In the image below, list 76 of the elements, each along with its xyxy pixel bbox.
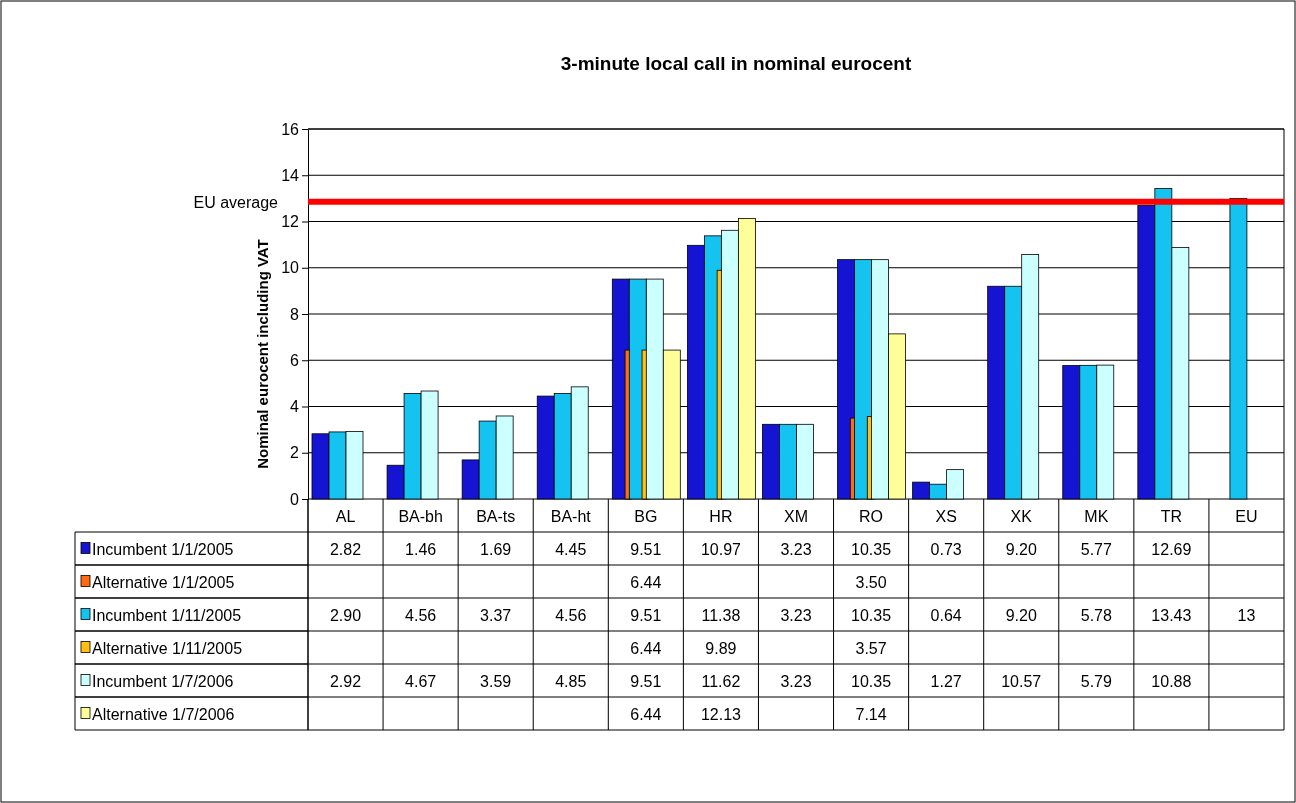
x-tick-label: BG <box>634 507 658 525</box>
data-label: 13 <box>1237 606 1256 624</box>
legend-label: Incumbent 1/7/2006 <box>92 672 234 690</box>
x-tick-label: BA-ht <box>550 507 592 525</box>
data-label: 1.46 <box>405 540 437 558</box>
x-tick-label: MK <box>1084 507 1109 525</box>
chart-title: 3-minute local call in nominal eurocent <box>560 53 912 74</box>
data-label: 6.44 <box>630 705 662 723</box>
data-label: 3.57 <box>855 639 887 657</box>
data-label: 0.73 <box>930 540 962 558</box>
legend-label: Alternative 1/1/2005 <box>92 573 235 591</box>
data-label: 4.67 <box>405 672 437 690</box>
y-axis-title: Nominal eurocent including VAT <box>254 239 271 469</box>
data-label: 10.35 <box>851 606 892 624</box>
data-label: 2.82 <box>329 540 362 558</box>
data-label: 10.57 <box>1001 672 1042 690</box>
y-tick-label: 6 <box>290 351 300 369</box>
data-label: 2.92 <box>329 672 362 690</box>
x-tick-label: EU <box>1235 507 1258 525</box>
data-label: 1.69 <box>480 540 512 558</box>
data-label: 3.50 <box>855 573 887 591</box>
x-tick-label: TR <box>1160 507 1183 525</box>
data-label: 0.64 <box>930 606 962 624</box>
y-tick-label: 12 <box>281 213 300 231</box>
y-tick-label: 10 <box>281 259 300 277</box>
legend-label: Incumbent 1/11/2005 <box>92 606 242 624</box>
data-label: 3.23 <box>780 540 812 558</box>
data-label: 3.59 <box>480 672 512 690</box>
y-tick-label: 2 <box>290 444 300 462</box>
data-label: 6.44 <box>630 573 662 591</box>
data-label: 10.88 <box>1151 672 1192 690</box>
y-tick-label: 0 <box>290 490 300 508</box>
data-label: 6.44 <box>630 639 662 657</box>
data-label: 5.77 <box>1080 540 1112 558</box>
x-tick-label: RO <box>859 507 884 525</box>
data-label: 12.69 <box>1151 540 1192 558</box>
data-label: 13.43 <box>1151 606 1192 624</box>
legend-label: Alternative 1/11/2005 <box>92 639 243 657</box>
data-label: 3.23 <box>780 672 812 690</box>
data-label: 10.35 <box>851 540 892 558</box>
data-label: 9.20 <box>1005 606 1037 624</box>
y-tick-label: 16 <box>281 120 300 138</box>
x-tick-label: XM <box>784 507 808 525</box>
x-tick-label: AL <box>335 507 356 525</box>
x-tick-label: XS <box>935 507 957 525</box>
data-label: 4.85 <box>555 672 587 690</box>
legend-label: Alternative 1/7/2006 <box>92 705 235 723</box>
y-tick-label: 8 <box>290 305 300 323</box>
x-tick-label: BA-ts <box>476 507 516 525</box>
data-label: 11.38 <box>701 606 741 624</box>
data-label: 3.37 <box>480 606 512 624</box>
legend-label: Incumbent 1/1/2005 <box>92 540 234 558</box>
data-label: 5.79 <box>1080 672 1112 690</box>
x-tick-label: HR <box>709 507 733 525</box>
data-label: 4.56 <box>405 606 437 624</box>
data-label: 7.14 <box>855 705 887 723</box>
x-tick-label: BA-bh <box>398 507 443 525</box>
data-label: 9.51 <box>630 540 662 558</box>
data-label: 4.56 <box>555 606 587 624</box>
data-label: 10.35 <box>851 672 892 690</box>
data-label: 9.20 <box>1005 540 1037 558</box>
ref-line-label: EU average <box>193 193 279 211</box>
data-label: 12.13 <box>700 705 742 723</box>
data-label: 4.45 <box>555 540 587 558</box>
data-label: 5.78 <box>1080 606 1112 624</box>
data-label: 9.89 <box>705 639 737 657</box>
data-label: 3.23 <box>780 606 812 624</box>
data-label: 1.27 <box>930 672 962 690</box>
data-label: 10.97 <box>700 540 742 558</box>
data-label: 11.62 <box>701 672 741 690</box>
x-tick-label: XK <box>1010 507 1033 525</box>
y-tick-label: 4 <box>290 398 300 416</box>
data-label: 9.51 <box>630 606 662 624</box>
y-tick-label: 14 <box>281 166 300 184</box>
data-label: 2.90 <box>329 606 362 624</box>
data-label: 9.51 <box>630 672 662 690</box>
